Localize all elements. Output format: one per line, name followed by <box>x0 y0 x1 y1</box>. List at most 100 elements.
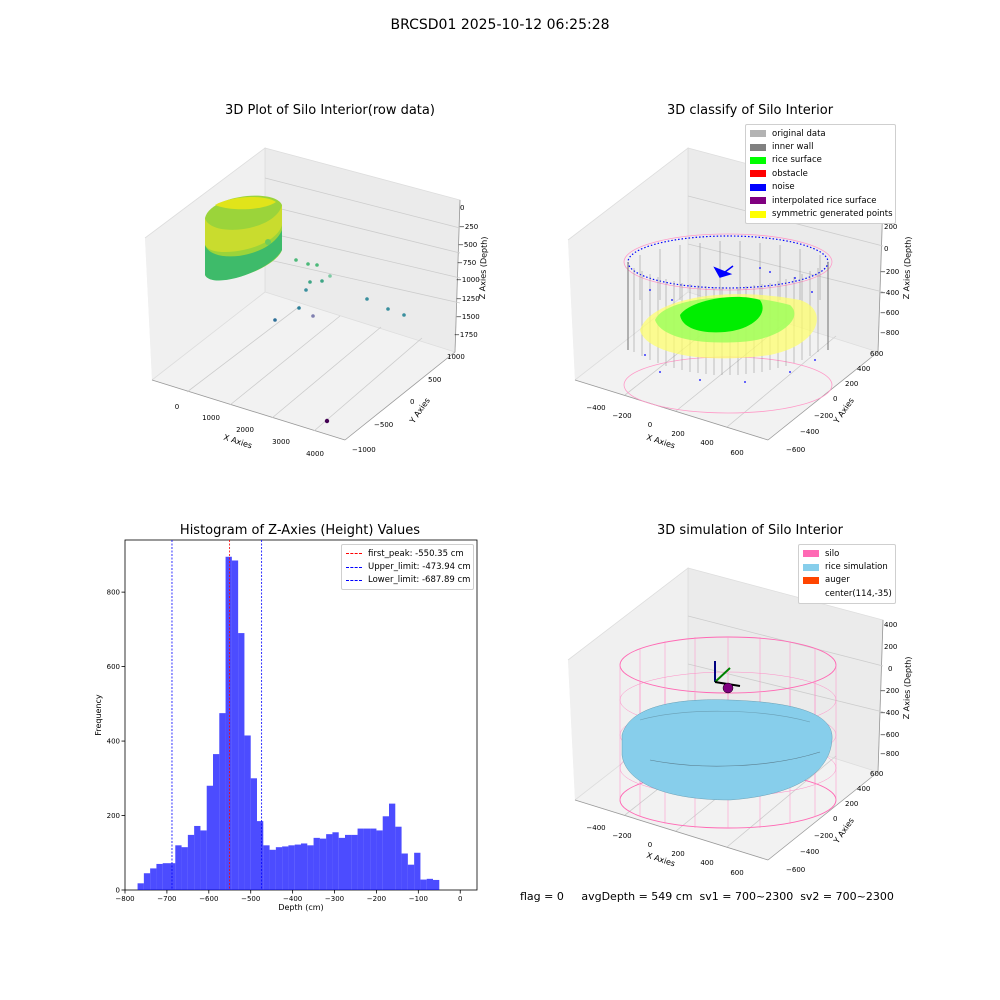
raw-3d-axes <box>144 147 461 441</box>
classify-x-tick: 200 <box>671 430 684 438</box>
legend-swatch <box>750 156 766 164</box>
histogram-bar <box>244 735 251 890</box>
histogram-bar <box>433 879 440 890</box>
histogram-bar <box>382 816 389 890</box>
classify-y-tick: 400 <box>857 365 870 373</box>
classify-z-tick: 0 <box>884 245 888 253</box>
classify-x-tick: −400 <box>586 404 605 412</box>
classify-x-tick: 0 <box>648 421 652 429</box>
histogram-bar <box>200 830 207 890</box>
legend-label: Lower_limit: -687.89 cm <box>368 575 471 586</box>
histogram-y-tick-label: 600 <box>107 663 120 671</box>
histogram-bar <box>187 834 195 890</box>
legend-line <box>346 566 362 568</box>
sim-x-tick: 200 <box>671 850 684 858</box>
raw-y-tick: −500 <box>374 421 393 429</box>
legend-swatch <box>803 550 819 558</box>
classify-y-tick: −600 <box>786 446 805 454</box>
histogram-bar <box>389 803 396 890</box>
histogram-legend: first_peak: -550.35 cm Upper_limit: -473… <box>341 544 474 591</box>
raw-x-tick: 1000 <box>202 414 220 422</box>
histogram-x-tick-label: 0 <box>458 895 462 903</box>
histogram-bar <box>263 845 270 890</box>
histogram-bar <box>319 838 327 890</box>
legend-label: silo <box>825 548 840 559</box>
sim-y-tick: −600 <box>786 866 805 874</box>
raw-3d-data <box>205 195 406 424</box>
panel-classify-title: 3D classify of Silo Interior <box>666 103 834 118</box>
histogram-bar <box>420 879 427 890</box>
legend-label: interpolated rice surface <box>772 195 877 206</box>
histogram-frame <box>124 539 478 891</box>
histogram-bar <box>313 837 320 890</box>
raw-y-tick: −1000 <box>352 446 376 454</box>
sim-x-tick: 0 <box>648 841 652 849</box>
legend-swatch <box>803 576 819 584</box>
legend-entry: auger <box>803 574 891 587</box>
classify-z-tick: −400 <box>880 289 899 297</box>
classify-z-tick: −200 <box>880 268 899 276</box>
legend-swatch <box>750 183 766 191</box>
histogram-bar <box>137 883 144 890</box>
histogram-bar <box>219 713 226 890</box>
classify-legend: original data inner wall rice surface ob… <box>745 124 896 224</box>
panel-raw-title: 3D Plot of Silo Interior(row data) <box>225 103 435 118</box>
histogram-bar <box>206 785 213 890</box>
status-line: flag = 0 avgDepth = 549 cm sv1 = 700~230… <box>520 890 894 903</box>
raw-z-tick: −250 <box>459 223 478 231</box>
legend-label: symmetric generated points <box>772 209 893 220</box>
sim-z-tick: −600 <box>880 731 899 739</box>
classify-y-tick: −200 <box>814 412 833 420</box>
histogram-x-tick-label: −500 <box>241 895 260 903</box>
legend-label: noise <box>772 182 795 193</box>
histogram-bar <box>363 828 371 890</box>
raw-z-tick: −500 <box>458 241 477 249</box>
histogram-bar <box>231 560 239 890</box>
legend-label: original data <box>772 128 826 139</box>
legend-label: Upper_limit: -473.94 cm <box>368 562 471 573</box>
histogram-bar <box>269 849 276 890</box>
legend-line <box>346 553 362 555</box>
sim-y-tick: −200 <box>814 832 833 840</box>
classify-z-tick: 200 <box>884 223 897 231</box>
histogram-bar <box>351 834 358 890</box>
panel-simulation-title: 3D simulation of Silo Interior <box>657 523 843 538</box>
histogram-bar <box>238 633 245 890</box>
sim-z-label: Z Axies (Depth) <box>902 656 913 719</box>
histogram-bar <box>257 821 264 890</box>
histogram-bar <box>150 868 157 890</box>
histogram-bar <box>326 834 333 890</box>
histogram-bar <box>307 845 314 890</box>
legend-swatch <box>750 210 766 218</box>
classify-y-tick: −400 <box>800 428 819 436</box>
legend-label: center(114,-35) <box>825 588 892 599</box>
histogram-bar <box>370 828 377 890</box>
sim-z-tick: −800 <box>880 750 899 758</box>
histogram-bar <box>357 828 364 890</box>
legend-entry: symmetric generated points <box>750 207 893 220</box>
legend-entry: Upper_limit: -473.94 cm <box>346 560 471 573</box>
classify-x-tick: 400 <box>700 439 713 447</box>
legend-swatch <box>750 130 766 138</box>
histogram-y-ticks: 0 200 400 600 800 <box>107 589 125 895</box>
histogram-x-tick-label: −600 <box>199 895 218 903</box>
histogram-y-label: Frequency <box>94 694 103 736</box>
legend-entry: inner wall <box>750 140 891 153</box>
legend-entry: silo <box>803 547 891 560</box>
raw-z-tick: −1000 <box>456 276 480 284</box>
legend-label: first_peak: -550.35 cm <box>368 548 464 559</box>
histogram-vlines <box>171 540 263 890</box>
histogram-y-tick-label: 800 <box>107 589 120 597</box>
histogram-bar <box>332 832 339 890</box>
sim-x-tick: −200 <box>612 832 631 840</box>
sim-y-tick: 200 <box>845 800 858 808</box>
legend-label: auger <box>825 575 850 586</box>
classify-z-label: Z Axies (Depth) <box>902 236 913 299</box>
legend-swatch <box>750 143 766 151</box>
sim-y-tick: 400 <box>857 785 870 793</box>
histogram-x-tick-label: −400 <box>283 895 302 903</box>
legend-line <box>346 579 362 581</box>
histogram-bar <box>288 845 295 890</box>
classify-y-tick: 0 <box>833 395 837 403</box>
